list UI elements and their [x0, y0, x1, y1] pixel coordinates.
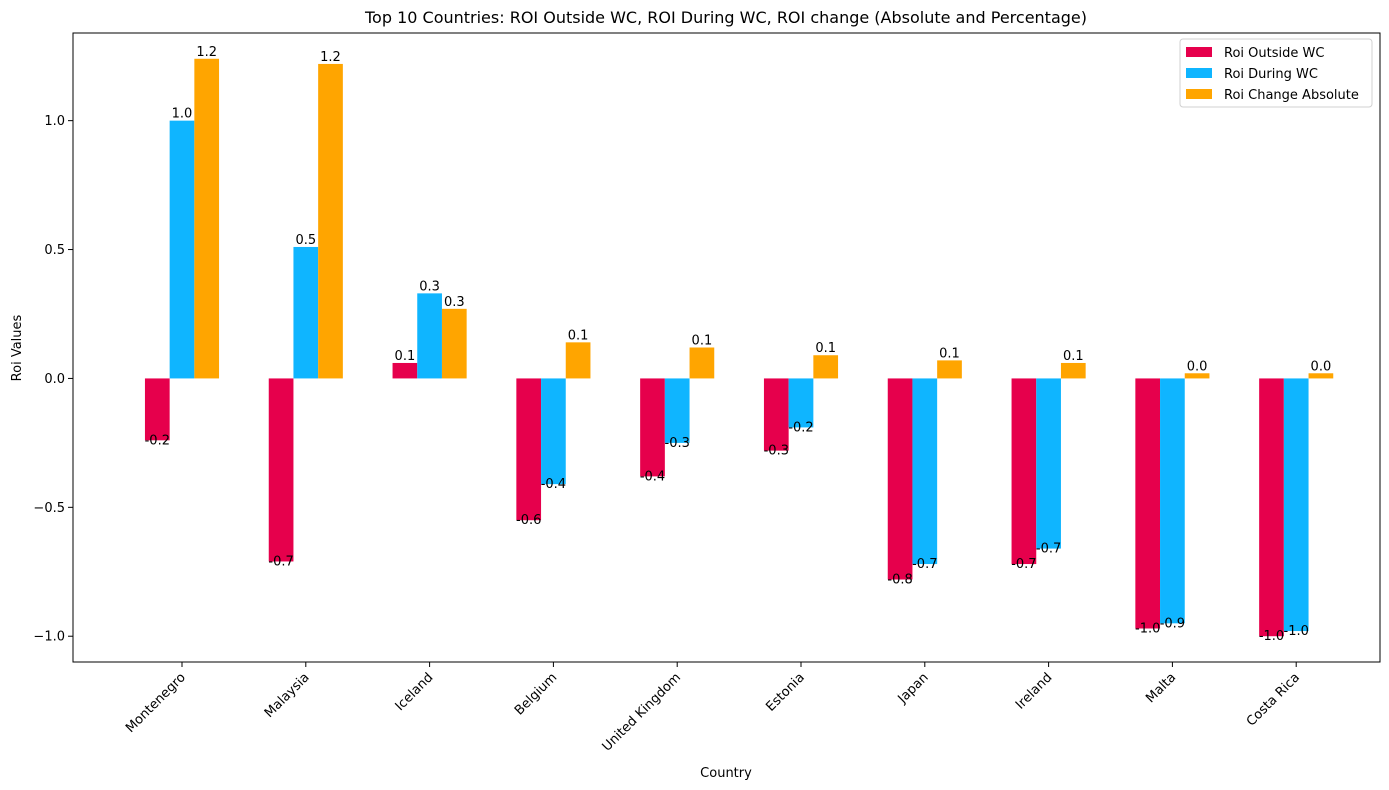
y-tick-label: −0.5	[33, 501, 65, 516]
data-label: -0.2	[145, 433, 170, 448]
x-tick-label: Malaysia	[262, 670, 313, 721]
data-label: -0.8	[887, 573, 912, 588]
legend-swatch	[1186, 68, 1212, 78]
data-label: -0.2	[788, 420, 813, 435]
data-label: -0.3	[764, 444, 789, 459]
x-tick-label: Estonia	[763, 670, 807, 714]
x-tick-label: Japan	[895, 670, 932, 707]
x-axis-label: Country	[700, 766, 752, 781]
x-tick-label: Costa Rica	[1244, 670, 1303, 729]
y-tick-label: −1.0	[33, 630, 65, 645]
bar	[144, 378, 170, 441]
bar	[1060, 362, 1086, 379]
x-tick-label: Malta	[1143, 670, 1179, 706]
bar	[1308, 373, 1334, 379]
bar	[912, 378, 938, 565]
bar	[689, 347, 715, 379]
y-tick-label: 0.5	[44, 243, 65, 258]
data-label: 0.3	[419, 279, 440, 294]
data-label: 0.1	[692, 334, 713, 349]
data-label: 0.1	[568, 328, 589, 343]
bar	[392, 362, 418, 379]
legend: Roi Outside WC Roi During WC Roi Change Ab…	[1179, 38, 1373, 108]
bar	[664, 378, 690, 443]
bar	[1135, 378, 1161, 629]
data-label: -0.3	[665, 436, 690, 451]
y-axis-label: Roi Values	[10, 314, 25, 381]
data-label: 0.1	[815, 341, 836, 356]
legend-frame	[1179, 38, 1373, 108]
data-label: 1.0	[172, 107, 193, 122]
bar	[1011, 378, 1037, 565]
data-label: -0.6	[516, 513, 541, 528]
x-tick-label: United Kingdom	[600, 670, 684, 754]
legend-entry: Roi Outside WC	[1224, 46, 1324, 61]
plot-frame	[72, 32, 1381, 663]
bar	[318, 63, 343, 379]
data-label: 0.0	[1187, 359, 1208, 374]
data-label: -0.7	[912, 557, 937, 572]
bar	[788, 378, 814, 428]
data-label: -0.7	[1036, 542, 1061, 557]
bar	[541, 378, 566, 485]
bar	[1036, 378, 1061, 549]
bar	[293, 246, 319, 379]
data-label: -0.9	[1160, 616, 1185, 631]
x-tick-label: Ireland	[1013, 670, 1055, 712]
data-label: -1.0	[1135, 621, 1160, 636]
bar	[887, 378, 913, 580]
bar	[169, 120, 195, 379]
x-tick-label: Montenegro	[123, 670, 189, 736]
legend-entry: Roi Change Absolute	[1224, 88, 1359, 103]
legend-swatch	[1186, 47, 1212, 57]
data-label: 0.1	[395, 349, 416, 364]
x-axis: Montenegro Malaysia Iceland Belgium United K…	[123, 662, 1303, 755]
y-tick-label: 1.0	[44, 114, 65, 129]
y-axis: −1.0 −0.5 0.0 0.5 1.0	[33, 114, 73, 645]
bar	[640, 378, 665, 477]
legend-entry: Roi During WC	[1224, 67, 1318, 82]
bar	[194, 58, 220, 379]
data-label: -0.4	[541, 477, 566, 492]
data-label: 1.2	[196, 45, 217, 60]
data-label: 0.0	[1311, 359, 1332, 374]
bar	[516, 378, 542, 521]
bar	[441, 308, 467, 379]
data-label: -1.0	[1259, 629, 1284, 644]
data-label: -0.7	[1011, 557, 1036, 572]
data-label: -1.0	[1284, 624, 1309, 639]
bar	[417, 293, 442, 379]
legend-swatch	[1186, 89, 1212, 99]
bar	[1283, 378, 1309, 632]
y-tick-label: 0.0	[44, 372, 65, 387]
bar	[1259, 378, 1284, 637]
bar	[763, 378, 789, 451]
data-label: 0.3	[444, 295, 465, 310]
data-label: -0.4	[640, 469, 665, 484]
x-tick-label: Belgium	[512, 670, 560, 718]
bar	[813, 355, 839, 379]
chart-title: Top 10 Countries: ROI Outside WC, ROI Du…	[364, 8, 1087, 27]
plot-area: -0.2-0.70.1-0.6-0.4-0.3-0.8-0.7-1.0-1.01…	[145, 45, 1334, 644]
bar	[268, 378, 294, 562]
data-label: -0.7	[268, 554, 293, 569]
data-label: 0.5	[295, 233, 316, 248]
bar	[937, 360, 962, 379]
x-tick-label: Iceland	[393, 670, 437, 714]
data-label: 1.2	[320, 50, 341, 65]
bar	[565, 342, 591, 379]
bar	[1160, 378, 1185, 624]
bar	[1184, 373, 1210, 379]
data-label: 0.1	[1063, 349, 1084, 364]
data-label: 0.1	[939, 346, 960, 361]
